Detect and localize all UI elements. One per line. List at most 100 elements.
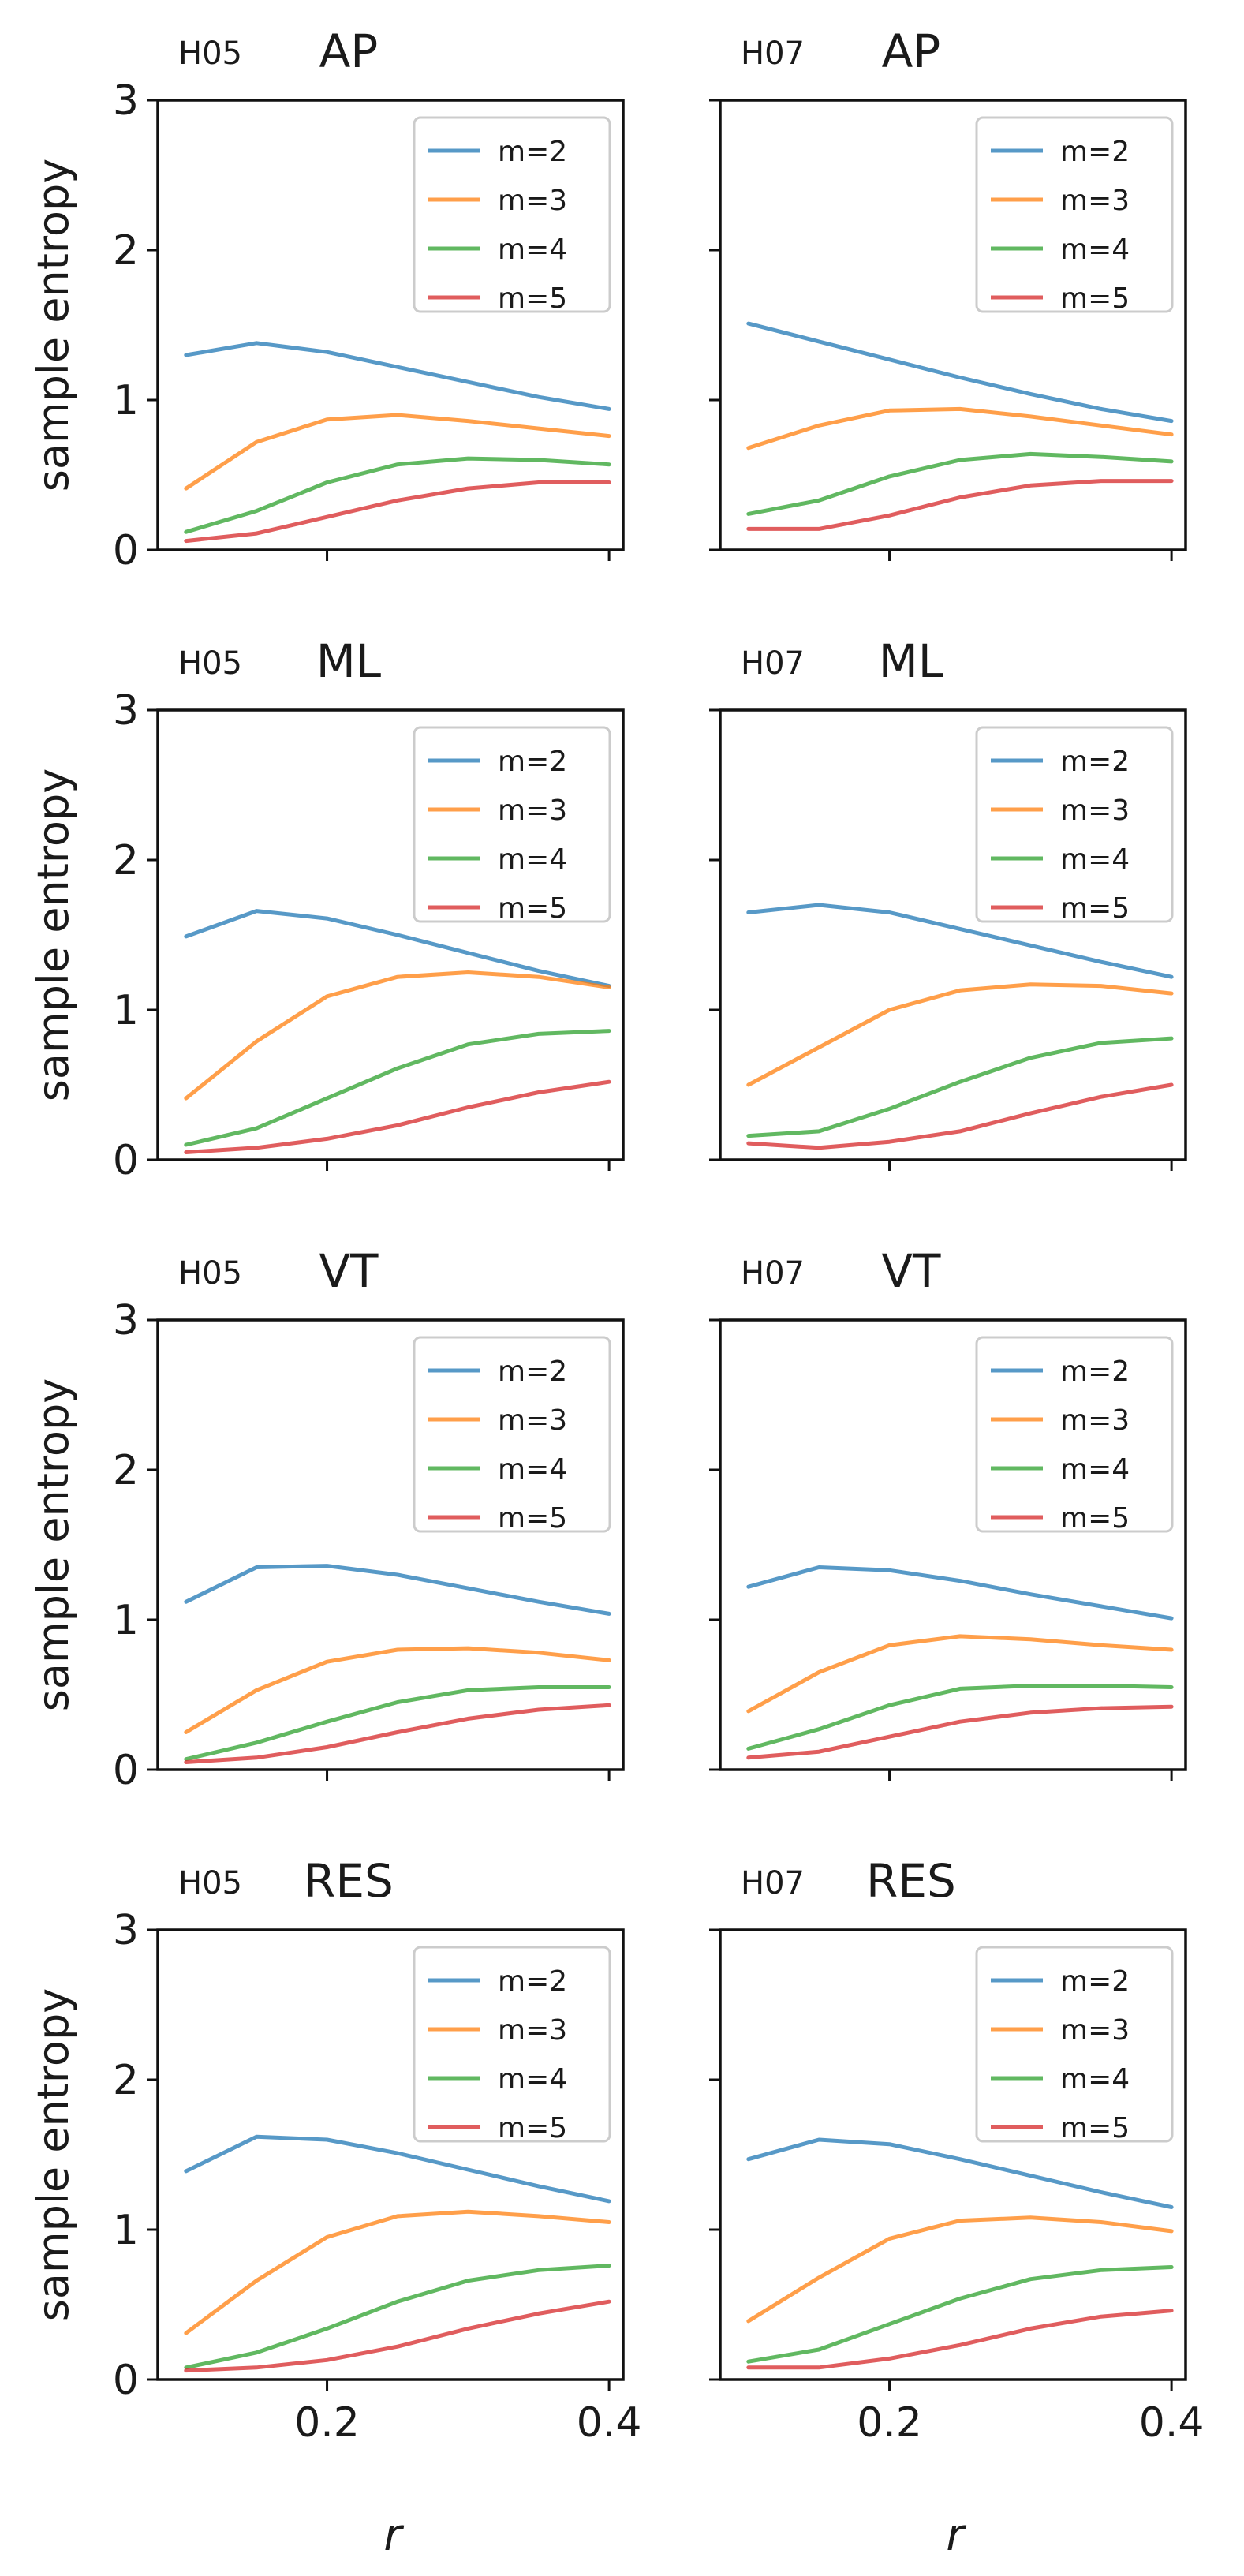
y-axis-label: sample entropy	[28, 159, 78, 492]
axes-frame	[719, 1928, 1187, 2381]
legend-label-m2: m=2	[498, 1965, 567, 1998]
legend-label-m3: m=3	[1060, 1404, 1130, 1437]
series-line-m5	[746, 2309, 1174, 2370]
series-line-m3	[184, 1646, 611, 1734]
legend-label-m2: m=2	[1060, 1355, 1130, 1388]
chart-title: RES	[304, 1854, 394, 1908]
y-tick-label: 3	[113, 687, 139, 735]
x-tick-label: 0.4	[1139, 2399, 1205, 2447]
legend-label-m4: m=4	[1060, 843, 1130, 876]
y-tick-label: 0	[113, 1747, 139, 1794]
chart-title: ML	[316, 634, 381, 688]
series-line-m2	[746, 2137, 1174, 2209]
series-line-m2	[184, 341, 611, 411]
y-tick-label: 1	[113, 987, 139, 1034]
y-tick-label: 2	[113, 2057, 139, 2104]
legend-label-m3: m=3	[1060, 185, 1130, 217]
subject-label: H07	[741, 1255, 805, 1292]
series-line-m5	[184, 1703, 611, 1764]
y-tick-label: 3	[113, 1907, 139, 1954]
legend-label-m5: m=5	[1060, 1502, 1130, 1535]
legend-label-m4: m=4	[1060, 1453, 1130, 1486]
series-line-m4	[746, 1036, 1174, 1138]
series-line-m3	[746, 1634, 1174, 1714]
series-line-m4	[184, 2264, 611, 2370]
series-line-m3	[746, 406, 1174, 451]
chart-title: VT	[881, 1244, 941, 1298]
panel-h07-res: 0.2 0.4 H07 RES m=2 m=3 m=4 m=5	[709, 1854, 1204, 2447]
legend-box	[413, 726, 611, 923]
subject-label: H05	[178, 1255, 242, 1292]
legend-box	[413, 116, 611, 313]
y-axis-label: sample entropy	[28, 768, 78, 1101]
legend: m=2 m=3 m=4 m=5	[413, 1336, 611, 1535]
legend-box	[975, 726, 1174, 923]
y-tick-label: 1	[113, 377, 139, 424]
series-line-m3	[184, 413, 611, 491]
legend-label-m5: m=5	[498, 282, 567, 315]
legend: m=2 m=3 m=4 m=5	[975, 726, 1174, 925]
series-line-m3	[746, 982, 1174, 1087]
series-line-m2	[184, 1564, 611, 1616]
y-tick-label: 0	[113, 527, 139, 574]
series-line-m4	[184, 456, 611, 534]
legend-label-m4: m=4	[498, 1453, 567, 1486]
series-line-m5	[184, 480, 611, 544]
axes-frame	[719, 708, 1187, 1161]
legend-label-m2: m=2	[498, 1355, 567, 1388]
legend: m=2 m=3 m=4 m=5	[413, 116, 611, 315]
x-axis-label: r	[383, 2510, 404, 2561]
axes-frame	[719, 99, 1187, 551]
x-tick-label: 0.2	[857, 2399, 922, 2447]
panel-h05-ap: 0 1 2 3 H05 AP m=2 m=3 m=4 m=5 sample entropy	[28, 24, 625, 574]
series-line-m5	[184, 1079, 611, 1154]
legend-label-m4: m=4	[498, 843, 567, 876]
legend: m=2 m=3 m=4 m=5	[413, 726, 611, 925]
axes-frame	[156, 99, 625, 551]
y-axis-label: sample entropy	[28, 1378, 78, 1711]
series-line-m2	[746, 1565, 1174, 1621]
x-tick-label: 0.2	[294, 2399, 360, 2447]
series-line-m5	[746, 1704, 1174, 1760]
series-line-m3	[184, 970, 611, 1101]
legend-label-m5: m=5	[1060, 2112, 1130, 2144]
series-line-m5	[184, 2299, 611, 2373]
series-line-m4	[746, 1684, 1174, 1751]
legend-label-m2: m=2	[498, 136, 567, 168]
subject-label: H05	[178, 1865, 242, 1901]
legend-label-m5: m=5	[498, 892, 567, 925]
series-line-m3	[184, 2209, 611, 2335]
series-line-m5	[746, 1082, 1174, 1150]
legend-label-m5: m=5	[1060, 892, 1130, 925]
legend-label-m2: m=2	[1060, 136, 1130, 168]
y-tick-label: 1	[113, 1597, 139, 1644]
legend-box	[975, 116, 1174, 313]
axes-frame	[719, 1318, 1187, 1771]
subject-label: H07	[741, 645, 805, 682]
chart-title: ML	[879, 634, 943, 688]
legend-box	[975, 1946, 1174, 2143]
y-tick-label: 2	[113, 227, 139, 275]
legend-label-m2: m=2	[1060, 746, 1130, 778]
legend-label-m2: m=2	[1060, 1965, 1130, 1998]
panel-h07-ap: H07 AP m=2 m=3 m=4 m=5	[709, 24, 1187, 561]
panel-h07-vt: H07 VT m=2 m=3 m=4 m=5	[709, 1244, 1187, 1781]
series-line-m3	[746, 2215, 1174, 2324]
x-tick-label: 0.4	[577, 2399, 642, 2447]
legend-label-m3: m=3	[1060, 2014, 1130, 2047]
series-line-m4	[184, 1685, 611, 1762]
y-tick-label: 1	[113, 2207, 139, 2254]
legend-label-m5: m=5	[498, 1502, 567, 1535]
y-tick-label: 2	[113, 1447, 139, 1494]
subject-label: H05	[178, 36, 242, 72]
legend: m=2 m=3 m=4 m=5	[975, 1946, 1174, 2144]
legend-label-m5: m=5	[1060, 282, 1130, 315]
y-tick-label: 3	[113, 77, 139, 125]
subject-label: H05	[178, 645, 242, 682]
panel-h07-ml: H07 ML m=2 m=3 m=4 m=5	[709, 634, 1187, 1171]
legend-label-m4: m=4	[1060, 234, 1130, 266]
chart-title: VT	[319, 1244, 379, 1298]
y-tick-label: 0	[113, 2357, 139, 2404]
series-line-m2	[184, 909, 611, 989]
legend-box	[413, 1946, 611, 2143]
